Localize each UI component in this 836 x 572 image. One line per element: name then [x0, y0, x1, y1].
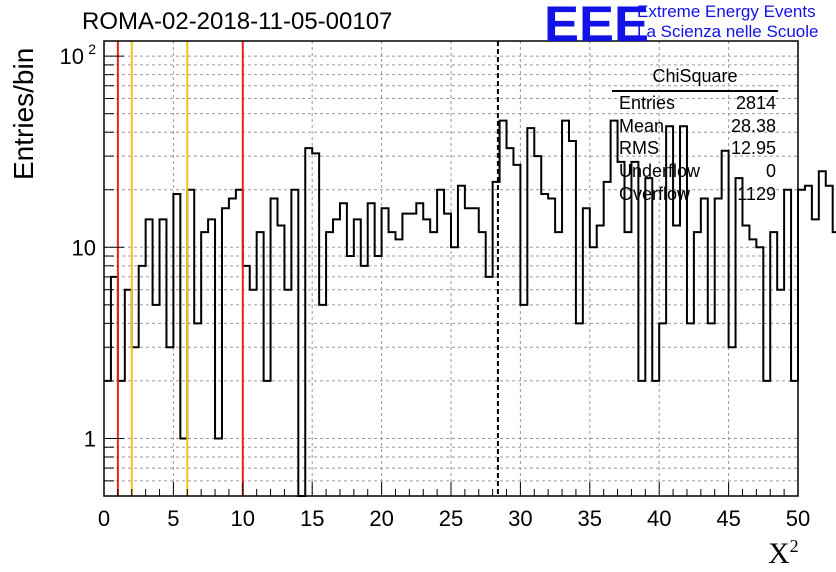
- stats-row-rms: RMS 12.95: [619, 138, 776, 160]
- x-tick-label: 20: [369, 506, 393, 531]
- logo-subtitle-2: La Scienza nelle Scuole: [637, 22, 819, 41]
- x-axis-label-text: X: [768, 537, 790, 570]
- x-tick-label: 40: [647, 506, 671, 531]
- x-tick-label: 15: [300, 506, 324, 531]
- stats-value: 0: [765, 161, 776, 181]
- x-tick-label: 10: [231, 506, 255, 531]
- histogram-series: [104, 119, 836, 497]
- logo-subtitle-1: Extreme Energy Events: [637, 2, 816, 21]
- stats-value: 28.38: [730, 116, 776, 136]
- y-axis-label: Entries/bin: [8, 47, 39, 180]
- x-axis-label: X2: [768, 536, 799, 571]
- stats-row-overflow: Overflow 1129: [619, 184, 776, 206]
- x-tick-label: 5: [167, 506, 179, 531]
- x-tick-label: 0: [98, 506, 110, 531]
- axis-ticks: [103, 55, 799, 497]
- y-tick-label: 1: [84, 426, 96, 451]
- stats-label: Mean: [619, 116, 665, 136]
- x-tick-label: 25: [439, 506, 463, 531]
- y-tick-label: 10: [72, 235, 96, 260]
- chart-title: ROMA-02-2018-11-05-00107: [82, 8, 393, 35]
- x-tick-label: 30: [508, 506, 532, 531]
- stats-label: RMS: [619, 138, 659, 158]
- x-tick-label: 45: [716, 506, 740, 531]
- histogram-outline: [104, 119, 836, 497]
- stats-value: 2814: [735, 93, 776, 113]
- stats-box: ChiSquare Entries 2814 Mean 28.38 RMS 12…: [612, 66, 778, 206]
- stats-value: 1129: [737, 184, 776, 204]
- stats-label: Overflow: [619, 184, 691, 204]
- stats-row-mean: Mean 28.38: [619, 116, 776, 138]
- y-tick-label: 10: [60, 44, 84, 69]
- stats-label: Underflow: [619, 161, 701, 181]
- stats-title: ChiSquare: [652, 66, 738, 86]
- y-tick-exponent: 2: [88, 41, 96, 57]
- x-axis-label-exponent: 2: [789, 536, 799, 556]
- stats-divider: [612, 90, 778, 92]
- eee-logo: EEE: [544, 0, 650, 52]
- stats-label: Entries: [619, 93, 676, 113]
- grid: [104, 41, 798, 496]
- stats-row-underflow: Underflow 0: [619, 161, 776, 183]
- stats-row-entries: Entries 2814: [619, 93, 776, 115]
- reference-lines: [116, 41, 499, 496]
- x-tick-label: 50: [786, 506, 810, 531]
- x-tick-label: 35: [578, 506, 602, 531]
- stats-value: 12.95: [730, 138, 776, 158]
